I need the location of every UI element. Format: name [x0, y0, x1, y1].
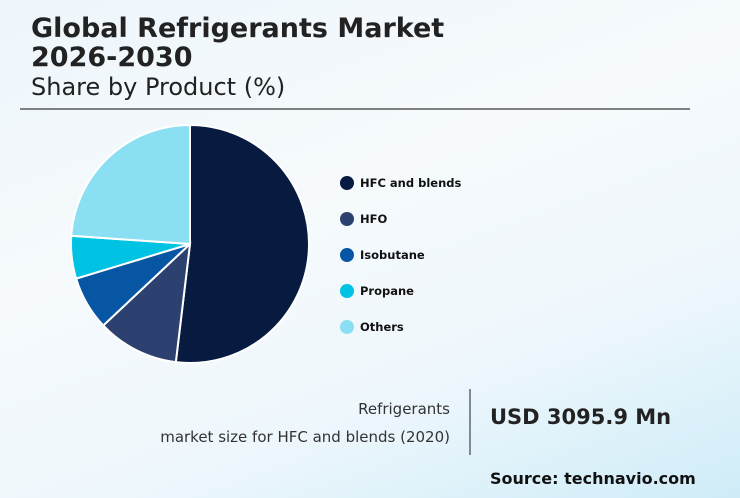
pie-slice-others: [70, 123, 191, 246]
chart-subtitle: Share by Product (%): [31, 73, 286, 101]
chart-title: Global Refrigerants Market 2026-2030: [31, 14, 444, 72]
source-credit: Source: technavio.com: [490, 469, 696, 488]
legend-label: Propane: [360, 284, 414, 298]
pie-slice-hfo: [101, 241, 192, 364]
chart-title-line1: Global Refrigerants Market: [31, 13, 445, 44]
stat-label-line2: market size for HFC and blends (2020): [160, 428, 450, 446]
pie-slice-hfc-and-blends: [174, 123, 310, 364]
legend: HFC and blends HFO Isobutane Propane Oth…: [340, 174, 461, 354]
pie-chart: [70, 123, 310, 364]
header-divider: [20, 108, 690, 110]
legend-dot-icon: [340, 320, 354, 334]
legend-item-propane: Propane: [340, 282, 461, 300]
legend-dot-icon: [340, 248, 354, 262]
legend-item-hfc: HFC and blends: [340, 174, 461, 192]
legend-item-isobutane: Isobutane: [340, 246, 461, 264]
legend-item-others: Others: [340, 318, 461, 336]
stat-label-line1: Refrigerants: [358, 400, 450, 418]
legend-dot-icon: [340, 212, 354, 226]
legend-label: HFC and blends: [360, 176, 462, 190]
stat-separator: [469, 389, 471, 455]
legend-dot-icon: [340, 176, 354, 190]
chart-title-line2: 2026-2030: [31, 42, 193, 73]
legend-item-hfo: HFO: [340, 210, 461, 228]
legend-dot-icon: [340, 284, 354, 298]
legend-label: HFO: [360, 212, 388, 226]
stat-value: USD 3095.9 Mn: [490, 405, 672, 429]
legend-label: Others: [360, 320, 404, 334]
legend-label: Isobutane: [360, 248, 425, 262]
